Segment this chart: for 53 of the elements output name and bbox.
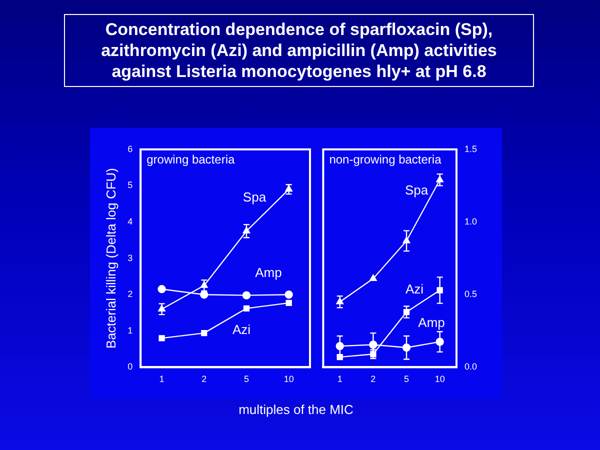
point xyxy=(285,185,292,192)
y-tick-label: 6 xyxy=(128,144,133,154)
point xyxy=(200,281,208,288)
series-label: Azi xyxy=(232,322,251,337)
point xyxy=(403,308,410,316)
x-tick-label: 2 xyxy=(370,374,376,384)
series-label: Amp xyxy=(255,264,282,280)
point xyxy=(242,226,250,234)
point xyxy=(286,300,292,306)
series-label: Azi xyxy=(405,282,424,297)
point xyxy=(200,290,208,299)
x-tick-label: 2 xyxy=(202,374,207,384)
point xyxy=(336,354,343,360)
y-tick-label: 2 xyxy=(128,289,133,300)
point xyxy=(201,330,208,336)
point xyxy=(242,291,251,300)
y2-tick-label: 0.5 xyxy=(464,289,478,300)
series-label: Spa xyxy=(242,190,267,205)
x-axis-title: multiples of the MIC xyxy=(238,402,354,417)
point xyxy=(436,287,443,294)
y-tick-label: 1 xyxy=(128,325,133,336)
chart-title: Concentration dependence of sparfloxacin (Sp), azithromycin (Azi) and ampicillin (Amp) activities against Listeria monocytogenes hly+ at pH 6.8 xyxy=(64,14,534,87)
y2-tick-label: 1.0 xyxy=(464,216,478,226)
x-tick-label: 10 xyxy=(284,374,294,384)
point xyxy=(402,236,410,244)
y-tick-label: 3 xyxy=(128,252,133,263)
y-axis-title: Bacterial killing (Delta log CFU) xyxy=(103,168,118,349)
point xyxy=(336,298,344,304)
point xyxy=(243,305,250,312)
x-tick-label: 1 xyxy=(337,374,342,384)
point xyxy=(436,176,444,182)
annotation: growing bacteria xyxy=(146,152,235,167)
y-tick-label: 5 xyxy=(128,180,133,190)
point xyxy=(370,274,377,281)
point xyxy=(158,335,165,342)
point xyxy=(402,344,411,352)
annotation: non-growing bacteria xyxy=(329,152,442,167)
y-tick-label: 0 xyxy=(128,362,133,372)
point xyxy=(436,338,444,346)
y2-tick-label: 0.0 xyxy=(464,362,478,372)
point xyxy=(158,305,166,312)
y2-tick-label: 1.5 xyxy=(464,144,478,154)
series-label: Spa xyxy=(404,182,429,198)
y-tick-label: 4 xyxy=(128,216,133,226)
point xyxy=(158,285,166,294)
point xyxy=(336,342,344,350)
x-tick-label: 10 xyxy=(434,374,445,384)
series-label: Amp xyxy=(418,315,445,330)
x-tick-label: 1 xyxy=(159,374,164,384)
point xyxy=(284,290,293,299)
point xyxy=(369,340,378,349)
x-tick-label: 5 xyxy=(404,374,410,384)
x-tick-label: 5 xyxy=(244,374,249,384)
